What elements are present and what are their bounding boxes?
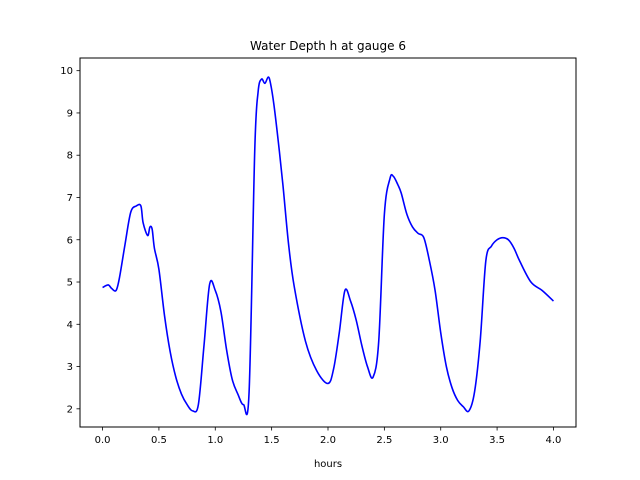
x-tick-label: 2.5 [376, 435, 392, 446]
x-tick-label: 2.0 [320, 435, 336, 446]
y-tick-label: 2 [67, 404, 73, 415]
y-tick-label: 9 [67, 108, 73, 119]
plot-area [102, 76, 554, 416]
y-axis: 2 3 4 5 6 7 8 9 10 [60, 66, 80, 415]
x-axis: 0.0 0.5 1.0 1.5 2.0 2.5 3.0 3.5 4.0 [95, 427, 562, 446]
x-tick-label: 3.0 [433, 435, 449, 446]
y-tick-label: 6 [67, 235, 73, 246]
y-tick-label: 10 [60, 66, 73, 77]
y-tick-label: 5 [67, 278, 73, 289]
y-tick-label: 7 [67, 193, 73, 204]
y-tick-label: 4 [67, 320, 73, 331]
x-tick-label: 0.5 [151, 435, 167, 446]
chart-title: Water Depth h at gauge 6 [250, 39, 406, 53]
y-tick-label: 8 [67, 151, 73, 162]
x-tick-label: 4.0 [546, 435, 562, 446]
x-tick-label: 0.0 [95, 435, 111, 446]
x-tick-label: 1.0 [207, 435, 223, 446]
x-axis-label: hours [314, 459, 342, 470]
series-line-0 [102, 76, 554, 416]
x-tick-label: 1.5 [264, 435, 280, 446]
y-tick-label: 3 [67, 362, 73, 373]
x-tick-label: 3.5 [489, 435, 505, 446]
